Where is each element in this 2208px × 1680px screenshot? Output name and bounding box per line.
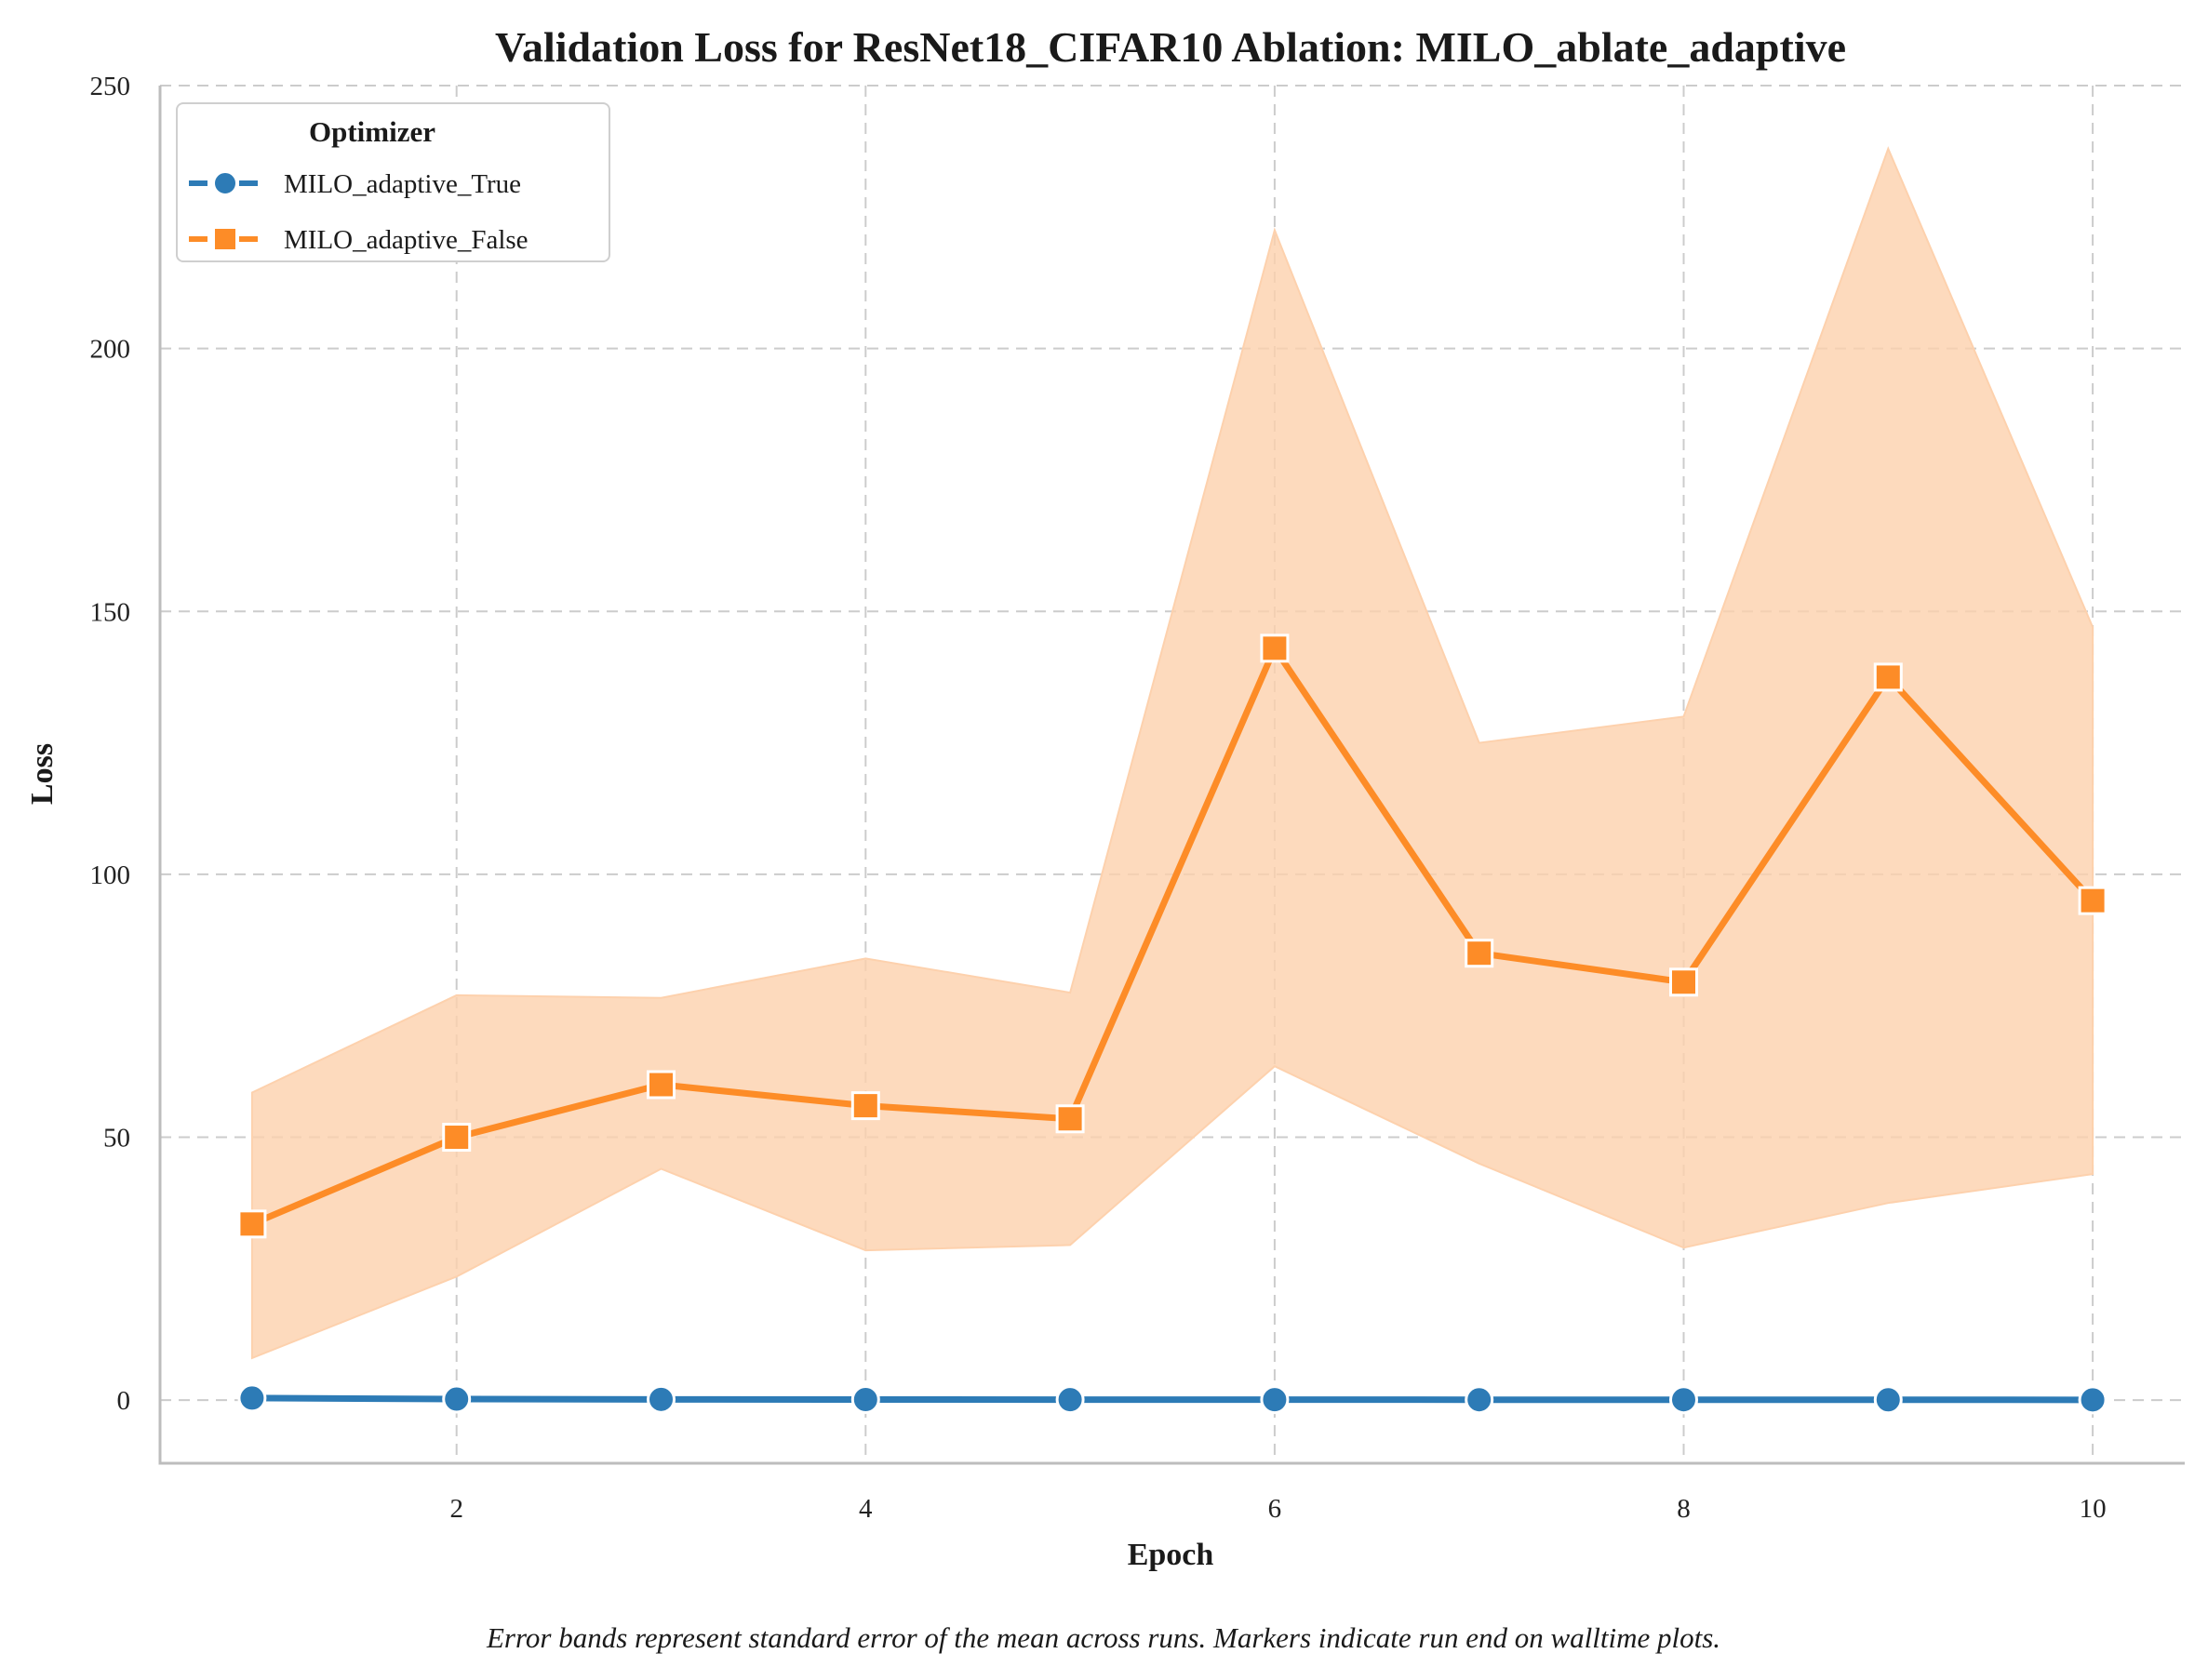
data-point bbox=[1873, 662, 1903, 692]
x-tick-label: 10 bbox=[2080, 1494, 2107, 1524]
data-point bbox=[237, 1383, 267, 1413]
y-axis-label: Loss bbox=[25, 743, 60, 805]
data-point bbox=[1055, 1104, 1085, 1134]
legend-frame bbox=[176, 102, 610, 262]
x-tick-label: 8 bbox=[1677, 1494, 1691, 1524]
data-point bbox=[1668, 967, 1698, 997]
chart-title: Validation Loss for ResNet18_CIFAR10 Abl… bbox=[495, 23, 1846, 71]
data-point bbox=[1465, 1385, 1494, 1415]
error-bands bbox=[250, 146, 2094, 1402]
series-line-MILO_adaptive_False bbox=[248, 645, 2096, 1228]
x-axis-label: Epoch bbox=[1128, 1538, 1214, 1572]
data-point bbox=[442, 1123, 472, 1153]
data-point bbox=[1260, 1385, 1290, 1415]
figure-caption: Error bands represent standard error of … bbox=[486, 1621, 1720, 1654]
data-point bbox=[1055, 1385, 1085, 1415]
x-tick-label: 6 bbox=[1268, 1494, 1282, 1524]
error-band-MILO_adaptive_False bbox=[250, 146, 2094, 1360]
legend-entry-label: MILO_adaptive_True bbox=[284, 169, 521, 199]
legend-title: Optimizer bbox=[309, 115, 435, 148]
data-point bbox=[647, 1070, 676, 1100]
data-point bbox=[237, 1209, 267, 1239]
data-point bbox=[1668, 1385, 1698, 1415]
data-point bbox=[2078, 1385, 2108, 1415]
data-point bbox=[850, 1091, 880, 1121]
series-line-MILO_adaptive_True bbox=[248, 1394, 2096, 1404]
data-point bbox=[850, 1384, 880, 1414]
y-tick-label: 0 bbox=[117, 1386, 131, 1416]
data-point bbox=[2078, 886, 2108, 915]
legend-marker-MILO_adaptive_False bbox=[213, 227, 237, 251]
legend-marker-MILO_adaptive_True bbox=[213, 171, 237, 195]
series-lines bbox=[248, 645, 2096, 1404]
data-point bbox=[1260, 633, 1290, 663]
y-tick-label: 150 bbox=[90, 597, 131, 627]
y-tick-label: 50 bbox=[103, 1124, 130, 1153]
x-tick-label: 2 bbox=[449, 1494, 463, 1524]
y-tick-label: 200 bbox=[90, 335, 131, 365]
data-point bbox=[1873, 1385, 1903, 1415]
y-tick-label: 250 bbox=[90, 72, 131, 101]
x-tick-labels: 2 4 6 8 10 bbox=[449, 1494, 2106, 1524]
data-point bbox=[1465, 939, 1494, 968]
y-tick-label: 100 bbox=[90, 860, 131, 890]
x-tick-label: 4 bbox=[859, 1494, 873, 1524]
data-point bbox=[442, 1384, 472, 1414]
legend: Optimizer MILO_adaptive_True MILO_adaptiv… bbox=[176, 102, 610, 262]
y-tick-labels: 0 50 100 150 200 250 bbox=[90, 72, 131, 1416]
data-point bbox=[647, 1384, 676, 1414]
series-markers bbox=[237, 633, 2108, 1415]
legend-entry-label: MILO_adaptive_False bbox=[284, 225, 529, 255]
axes-spines bbox=[158, 86, 2185, 1465]
